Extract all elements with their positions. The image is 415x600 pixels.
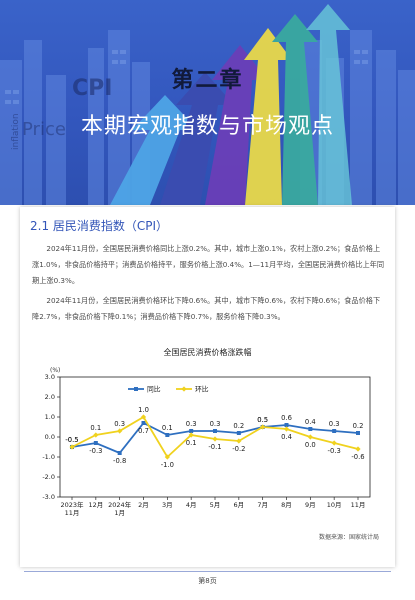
y-tick-label: 1.0 <box>45 413 55 421</box>
x-tick-label: 4月 <box>186 501 197 509</box>
x-tick-label: 3月 <box>162 501 173 509</box>
data-label-yoy: 0.3 <box>329 420 340 428</box>
data-point-mom <box>355 446 360 451</box>
legend-entry: 同比 <box>147 385 161 394</box>
x-tick-label: 2月 <box>138 501 149 509</box>
data-label-mom: -0.2 <box>232 445 245 453</box>
x-tick-label: 1月 <box>114 509 125 517</box>
data-point-yoy <box>285 423 289 427</box>
x-tick-label: 11月 <box>65 509 80 517</box>
data-label-yoy: 0.7 <box>138 427 149 435</box>
data-label-mom: -0.3 <box>328 447 341 455</box>
x-tick-label: 7月 <box>257 501 268 509</box>
y-tick-label: -3.0 <box>42 493 55 501</box>
y-tick-label: 3.0 <box>45 373 55 381</box>
data-label-yoy: 0.1 <box>162 424 173 432</box>
data-label-mom: 0.3 <box>114 420 125 428</box>
data-point-yoy <box>165 433 169 437</box>
legend-marker-yoy <box>134 387 138 391</box>
x-tick-label: 2023年 <box>60 500 84 509</box>
data-point-yoy <box>356 431 360 435</box>
section-heading: 2.1 居民消费指数（CPI） <box>30 217 168 234</box>
data-label-yoy: 0.6 <box>281 414 292 422</box>
data-point-yoy <box>213 429 217 433</box>
data-label-yoy: 0.2 <box>233 422 244 430</box>
paragraph-mom: 2024年11月份，全国居民消费价格环比下降0.6%。其中，城市下降0.6%，农… <box>32 293 385 325</box>
data-label-mom: 0.5 <box>257 416 268 424</box>
data-point-yoy <box>237 431 241 435</box>
x-tick-label: 10月 <box>327 501 342 509</box>
chapter-banner: CPI Price inflation 第二章 本期宏观指数与市场观点 <box>0 0 415 205</box>
page-number: 第8页 <box>0 576 415 586</box>
data-point-yoy <box>94 441 98 445</box>
data-point-mom <box>212 436 217 441</box>
banner-section-heading: 本期宏观指数与市场观点 <box>0 108 415 140</box>
data-point-mom <box>332 440 337 445</box>
x-tick-label: 8月 <box>281 501 292 509</box>
y-tick-label: 2.0 <box>45 393 55 401</box>
data-label-yoy: 0.3 <box>210 420 221 428</box>
data-label-yoy: 0.4 <box>305 418 316 426</box>
data-point-yoy <box>332 429 336 433</box>
data-point-yoy <box>189 429 193 433</box>
chart-title: 全国居民消费价格涨跌幅 <box>20 347 395 358</box>
data-label-mom: -0.5 <box>65 436 78 444</box>
data-point-yoy <box>308 427 312 431</box>
x-tick-label: 12月 <box>88 501 103 509</box>
y-tick-label: -2.0 <box>42 473 55 481</box>
banner-graphic: CPI Price inflation <box>0 0 415 205</box>
data-label-mom: 0.4 <box>281 433 292 441</box>
data-label-mom: -0.6 <box>351 453 364 461</box>
data-point-yoy <box>118 451 122 455</box>
data-label-mom: -1.0 <box>161 461 174 469</box>
data-label-mom: 0.1 <box>186 439 197 447</box>
data-label-mom: 1.0 <box>138 406 149 414</box>
data-point-yoy <box>142 421 146 425</box>
x-tick-label: 5月 <box>210 501 221 509</box>
x-tick-label: 9月 <box>305 501 316 509</box>
data-point-mom <box>308 434 313 439</box>
x-tick-label: 11月 <box>351 501 366 509</box>
data-label-yoy: 0.3 <box>186 420 197 428</box>
data-label-mom: 0.1 <box>90 424 101 432</box>
x-tick-label: 2024年 <box>108 500 132 509</box>
chapter-title: 第二章 <box>0 62 415 94</box>
footer-divider <box>24 571 391 572</box>
data-label-mom: 0.0 <box>305 441 316 449</box>
paragraph-yoy: 2024年11月份，全国居民消费价格同比上涨0.2%。其中，城市上涨0.1%，农… <box>32 241 385 289</box>
data-label-yoy: 0.2 <box>353 422 364 430</box>
legend-marker-mom <box>181 386 186 391</box>
data-point-mom <box>284 426 289 431</box>
y-tick-label: 0.0 <box>45 433 55 441</box>
content-card: 2.1 居民消费指数（CPI） 2024年11月份，全国居民消费价格同比上涨0.… <box>20 207 395 567</box>
source-note: 数据来源：国家统计局 <box>319 532 379 541</box>
data-label-yoy: -0.3 <box>89 447 102 455</box>
data-label-yoy: -0.8 <box>113 457 126 465</box>
y-tick-label: -1.0 <box>42 453 55 461</box>
x-tick-label: 6月 <box>234 501 245 509</box>
data-label-mom: -0.1 <box>208 443 221 451</box>
legend-entry: 环比 <box>195 385 209 394</box>
